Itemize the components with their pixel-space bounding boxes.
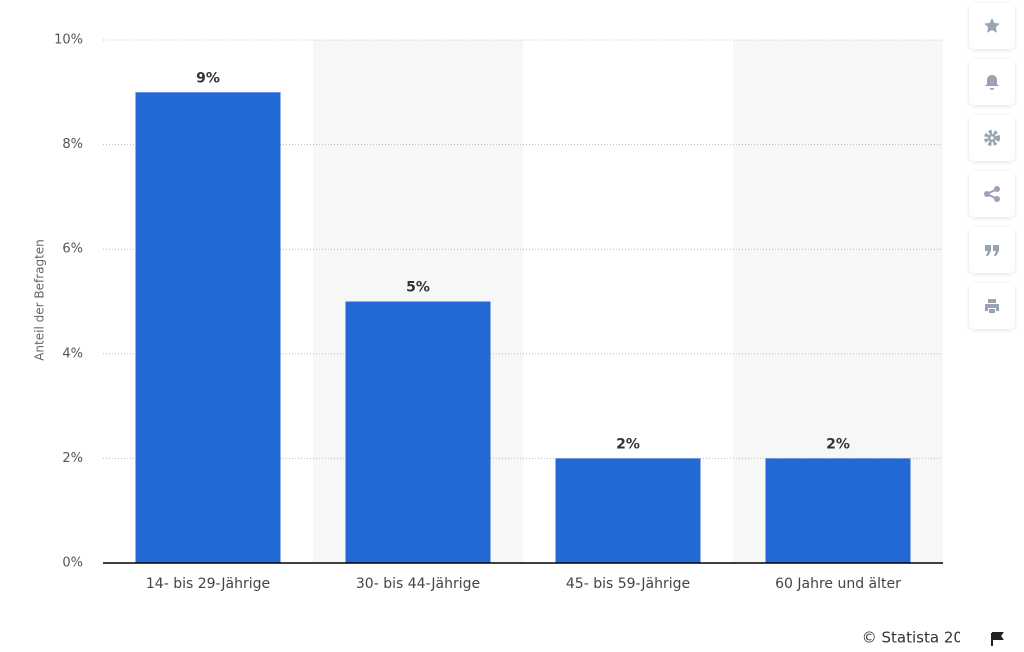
alert-button[interactable] [969,59,1015,105]
share-icon [984,186,1000,202]
value-label: 5% [406,280,430,296]
print-icon [985,299,999,313]
y-tick-label: 6% [62,242,83,257]
y-tick-label: 8% [62,137,83,152]
value-label: 2% [826,436,850,452]
flag-icon[interactable] [990,631,1006,650]
x-tick-label: 60 Jahre und älter [775,576,901,592]
print-button[interactable] [969,283,1015,329]
x-tick-label: 45- bis 59-Jährige [566,576,690,592]
y-tick-label: 0% [62,556,83,571]
star-icon [984,18,1000,33]
share-button[interactable] [969,171,1015,217]
bell-icon [985,75,999,90]
x-tick-label: 14- bis 29-Jährige [146,576,270,592]
bar [765,458,911,563]
favorite-button[interactable] [969,3,1015,49]
bar [555,458,701,563]
gear-icon [984,130,1000,146]
y-axis-label: Anteil der Befragten [33,239,47,361]
chart: Anteil der Befragten 0% 2% 4% 6% 8% 10% 14- b… [33,33,961,647]
bar [135,92,281,564]
quote-icon [985,245,999,256]
cite-button[interactable] [969,227,1015,273]
settings-button[interactable] [969,115,1015,161]
flag [991,632,1004,646]
value-label: 2% [616,436,640,452]
y-tick-label: 4% [62,346,83,361]
y-tick-label: 10% [54,33,83,48]
bar [345,301,491,563]
x-tick-label: 30- bis 44-Jährige [356,576,480,592]
y-tick-label: 2% [62,451,83,466]
value-label: 9% [196,70,220,86]
source: © Statista 2021 [862,629,960,647]
